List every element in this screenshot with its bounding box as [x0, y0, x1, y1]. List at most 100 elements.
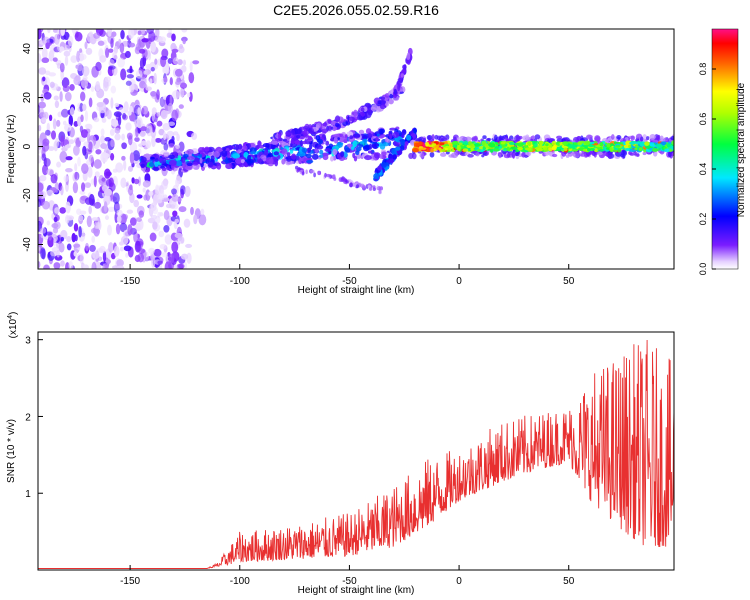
spectrogram-cell — [158, 128, 165, 136]
spectrogram-cell — [74, 171, 78, 180]
spectrogram-cell — [46, 189, 54, 197]
spectrogram-cell — [123, 101, 129, 113]
spectrogram-cell — [138, 210, 145, 218]
spectrogram-cell — [45, 42, 50, 50]
spectrogram-cell — [127, 29, 135, 39]
spectrogram-cell — [39, 227, 47, 234]
spectrogram-cell — [655, 143, 663, 149]
spectrogram-cell — [73, 76, 81, 86]
spectrogram-cell — [162, 122, 171, 131]
spectrogram-cell — [108, 48, 114, 53]
spectrogram-cell — [408, 152, 414, 159]
spectrogram-cell — [73, 251, 78, 257]
spectrogram-cell — [126, 68, 134, 73]
spectrogram-cell — [176, 175, 182, 181]
spectrogram-cell — [148, 247, 156, 255]
spectrogram-cell — [69, 107, 75, 116]
colorbar-gradient — [711, 28, 739, 270]
spectrogram-cell — [48, 114, 53, 122]
spectrogram-cell — [74, 163, 78, 172]
spectrogram-cell — [331, 120, 336, 126]
spectrogram-cell — [58, 242, 65, 253]
spectrogram-cell — [120, 68, 127, 81]
spectrogram-cell — [556, 135, 563, 140]
spectrogram-cell — [204, 146, 210, 152]
spectrogram-cell — [577, 141, 582, 146]
spectrogram-cell — [243, 151, 249, 158]
spectrogram-cell — [139, 57, 145, 70]
spectrogram-cell — [301, 147, 308, 153]
snr-x-label: Height of straight line (km) — [298, 585, 415, 596]
spectrogram-cell — [587, 147, 591, 152]
spectrogram-cell — [153, 166, 160, 172]
spectrogram-cell — [508, 142, 516, 145]
spectrogram-cell — [177, 155, 182, 160]
spectrogram-cell — [79, 48, 83, 53]
colorbar-label: Normalized spectral amplitude — [736, 82, 747, 217]
spectrogram-cell — [73, 120, 79, 127]
spectrogram-cell — [159, 212, 164, 217]
spectrogram-cell — [78, 214, 84, 222]
spectrogram-panel: -150 -100 -50 0 50 -40 -20 0 20 40 Height of str… — [6, 28, 675, 296]
spectrogram-cell — [411, 152, 417, 160]
spectrogram-cell — [150, 202, 157, 212]
spectrogram-cell — [348, 116, 356, 122]
spectrogram-cell — [667, 151, 672, 158]
spectrogram-cell — [221, 150, 228, 157]
spectrogram-cell — [401, 69, 407, 74]
spectrogram-cell — [296, 135, 301, 139]
spectrogram-cell — [609, 147, 614, 151]
spectrogram-cell — [536, 147, 543, 152]
spectrogram-cell — [46, 168, 55, 176]
spectrogram-cell — [486, 137, 492, 141]
spectrogram-cell — [156, 120, 163, 127]
spectrogram-cell — [441, 148, 446, 152]
spectrogram-cell — [38, 29, 44, 33]
spectrogram-cell — [156, 89, 160, 100]
spectrogram-cell — [599, 141, 604, 147]
spectrogram-y-label: Frequency (Hz) — [6, 115, 17, 184]
spectrogram-cell — [355, 150, 360, 156]
spectrogram-cell — [137, 176, 142, 187]
spectrogram-cell — [121, 155, 126, 161]
spectrogram-cell — [88, 141, 93, 151]
spectrogram-cell — [285, 131, 291, 136]
spectrogram-cell — [54, 100, 60, 109]
spectrogram-cell — [473, 135, 478, 142]
spectrogram-cell — [361, 185, 367, 189]
spectrogram-cell — [143, 70, 147, 75]
spectrogram-cell — [389, 133, 393, 140]
spectrogram-cell — [64, 123, 72, 132]
spectrogram-cell — [129, 42, 136, 48]
spectrogram-cell — [517, 146, 524, 151]
spectrogram-cell — [65, 156, 73, 161]
x-tick-label: 0 — [456, 576, 462, 587]
spectrogram-cell — [159, 243, 167, 250]
spectrogram-cell — [82, 145, 87, 156]
spectrogram-cell — [63, 50, 71, 57]
spectrogram-cell — [389, 158, 395, 164]
spectrogram-cell — [117, 57, 126, 68]
spectrogram-cell — [109, 128, 115, 136]
spectrogram-cell — [99, 55, 107, 63]
spectrogram-cell — [484, 143, 489, 148]
y-tick-label: 40 — [22, 43, 33, 55]
spectrogram-cell — [206, 157, 211, 162]
spectrogram-cell — [148, 191, 154, 197]
spectrogram-cell — [126, 209, 134, 214]
spectrogram-cell — [80, 114, 84, 123]
spectrogram-cell — [333, 133, 340, 138]
spectrogram-cell — [114, 102, 120, 107]
spectrogram-cell — [372, 185, 376, 189]
spectrogram-cell — [108, 242, 114, 253]
spectrogram-cell — [464, 136, 472, 142]
spectrogram-cell — [606, 142, 611, 148]
spectrogram-cell — [93, 32, 101, 39]
spectrogram-cell — [100, 151, 109, 163]
spectrogram-cell — [178, 46, 185, 54]
spectrogram-cell — [555, 141, 562, 147]
spectrogram-cell — [160, 188, 165, 199]
spectrogram-cell — [48, 146, 55, 152]
spectrogram-cell — [115, 223, 121, 235]
spectrogram-cell — [433, 148, 437, 152]
